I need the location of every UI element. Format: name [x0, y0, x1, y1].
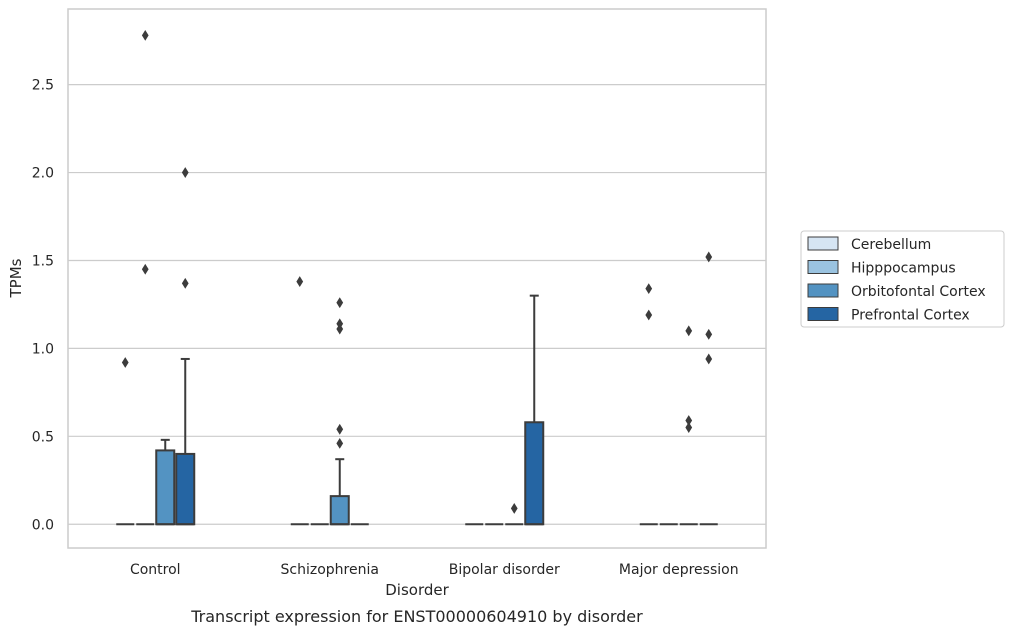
x-tick-label: Bipolar disorder [449, 562, 560, 578]
legend: Cerebellum Hipppocampus Orbitofontal Corte… [800, 230, 1005, 328]
box-body [155, 449, 176, 526]
x-tick-label: Schizophrenia [281, 562, 379, 578]
outlier-point [336, 318, 344, 330]
outlier-point [121, 357, 129, 368]
outlier-point [685, 422, 693, 433]
box-group [155, 438, 176, 526]
outlier-point [685, 415, 693, 426]
outlier-point [141, 29, 149, 41]
legend-swatch [807, 283, 839, 298]
outlier-point [705, 328, 713, 340]
x-tick-label: Major depression [619, 562, 739, 578]
y-tick-label: 2.0 [32, 166, 54, 182]
plot-frame [67, 8, 767, 549]
legend-frame [800, 230, 1005, 328]
y-tick-label: 0.5 [32, 429, 54, 445]
box-body [329, 495, 350, 526]
figure-caption: Transcript expression for ENST0000060491… [190, 607, 643, 626]
y-tick-label: 1.0 [32, 341, 54, 357]
y-axis-label: TPMs [7, 258, 25, 298]
outlier-point [645, 309, 653, 321]
outlier-point [705, 251, 713, 263]
outlier-point [645, 283, 653, 295]
outlier-point [141, 263, 149, 275]
legend-swatch [807, 260, 839, 274]
legend-label: Hipppocampus [851, 261, 956, 277]
outlier-point [181, 277, 189, 289]
outlier-point [296, 276, 304, 287]
boxes [116, 294, 718, 526]
y-tick-label: 2.5 [32, 78, 54, 94]
outlier-point [336, 423, 344, 435]
x-tick-label: Control [130, 562, 181, 578]
box-group [175, 357, 196, 526]
y-tick-labels: 0.0 0.5 1.0 1.5 2.0 2.5 [32, 78, 54, 534]
legend-swatch [807, 307, 839, 321]
legend-swatch [807, 236, 839, 251]
outlier-point [685, 325, 693, 337]
box-group [329, 458, 350, 526]
box-body [175, 452, 196, 526]
outliers [121, 29, 713, 514]
outlier-point [705, 353, 713, 365]
legend-label: Orbitofontal Cortex [851, 284, 986, 300]
outlier-point [336, 297, 344, 309]
y-tick-label: 0.0 [32, 517, 54, 533]
legend-label: Cerebellum [851, 237, 931, 253]
box-body [524, 421, 545, 526]
outlier-point [336, 437, 344, 449]
y-tick-label: 1.5 [32, 253, 54, 269]
outlier-point [510, 503, 518, 514]
outlier-point [181, 167, 189, 178]
x-axis-label: Disorder [385, 581, 449, 599]
box-group [524, 294, 545, 526]
x-tick-labels: Control Schizophrenia Bipolar disorder Majo… [130, 562, 739, 578]
legend-label: Prefrontal Cortex [851, 308, 970, 324]
